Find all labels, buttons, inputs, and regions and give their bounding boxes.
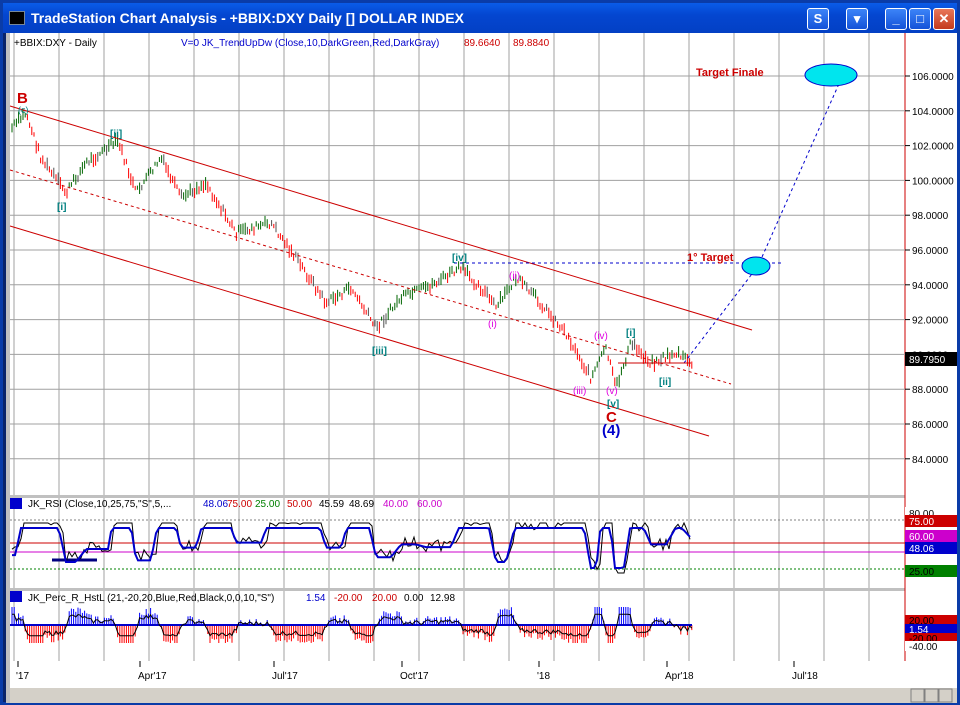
y-axis-area xyxy=(905,33,957,661)
y-tick-label: 92.0000 xyxy=(912,316,949,327)
y-tick-label: 106.0000 xyxy=(912,72,954,83)
scroll-left-button[interactable] xyxy=(910,688,925,703)
perc-val4: 0.00 xyxy=(404,593,424,604)
title-bar[interactable]: TradeStation Chart Analysis - +BBIX:DXY … xyxy=(3,3,957,33)
perc-val1: 1.54 xyxy=(306,593,326,604)
wave-c-label: C xyxy=(606,409,617,426)
rsi-val3: 25.00 xyxy=(255,499,280,510)
x-axis-label: Oct'17 xyxy=(400,671,429,682)
wave-4-label: (4) xyxy=(602,422,620,439)
x-axis-label: Apr'18 xyxy=(665,671,694,682)
perc-val5: 12.98 xyxy=(430,593,455,604)
wave-i-label: [i] xyxy=(57,202,66,213)
x-axis-label: '18 xyxy=(537,671,550,682)
wave-ii-label: [ii] xyxy=(110,129,122,140)
scroll-right-button[interactable] xyxy=(924,688,939,703)
rsi-axis-label: 60.00 xyxy=(909,532,934,543)
target-finale-label: Target Finale xyxy=(696,67,764,79)
minimize-button[interactable]: _ xyxy=(885,8,907,30)
wave-v-label: [v] xyxy=(607,399,619,410)
indicator-value-2: 89.8840 xyxy=(513,38,550,49)
x-axis-label: '17 xyxy=(16,671,29,682)
perc-val3: 20.00 xyxy=(372,593,397,604)
rsi-val8: 60.00 xyxy=(417,499,442,510)
perc-line xyxy=(12,613,693,637)
wave-ii2-label: [ii] xyxy=(659,377,671,388)
wave-i2-label: [i] xyxy=(626,328,635,339)
subwave-ii-label: (ii) xyxy=(509,271,520,282)
perc-axis-label: -20.00 xyxy=(909,634,938,645)
horizontal-scrollbar[interactable] xyxy=(10,688,957,703)
scroll-zoom-button[interactable] xyxy=(938,688,953,703)
chart-canvas[interactable]: +BBIX:DXY - Daily V=0 JK_TrendUpDw (Clos… xyxy=(6,33,957,703)
last-price: 89.7950 xyxy=(909,355,946,366)
last-price-box xyxy=(905,352,957,366)
rsi-axis-label: 25.00 xyxy=(909,567,934,578)
symbol-label: +BBIX:DXY - Daily xyxy=(14,38,97,49)
perc-label: JK_Perc_R_HstL (21,-20,20,Blue,Red,Black… xyxy=(28,593,274,604)
channel-upper-line xyxy=(9,105,753,331)
wave-iii-label: [iii] xyxy=(372,346,387,357)
y-tick-label: 94.0000 xyxy=(912,281,949,292)
y-tick-label: 84.0000 xyxy=(912,455,949,466)
target-finale-ellipse xyxy=(804,63,858,87)
maximize-button[interactable]: □ xyxy=(909,8,931,30)
rsi-val5: 45.59 xyxy=(319,499,344,510)
target1-ellipse xyxy=(741,256,771,276)
x-axis-label: Jul'17 xyxy=(272,671,298,682)
y-tick-label: 100.0000 xyxy=(912,176,954,187)
price-pane[interactable] xyxy=(10,33,905,495)
chart-client-area: +BBIX:DXY - Daily V=0 JK_TrendUpDw (Clos… xyxy=(6,33,957,703)
perc-axis-label: 1.54 xyxy=(909,625,929,636)
wave-b-label: B xyxy=(17,90,28,107)
subwave-iv-label: (iv) xyxy=(594,331,608,342)
subwave-v-label: (v) xyxy=(606,386,618,397)
close-button[interactable]: ✕ xyxy=(933,8,955,30)
rsi-val7: 40.00 xyxy=(383,499,408,510)
perc-axis-label: -40.00 xyxy=(909,642,938,653)
app-icon[interactable] xyxy=(9,11,25,25)
window-title: TradeStation Chart Analysis - +BBIX:DXY … xyxy=(31,10,464,26)
rsi-val1: 48.06 xyxy=(203,499,228,510)
target1-label: 1° Target xyxy=(687,252,734,264)
rsi-val2: 75.00 xyxy=(227,499,252,510)
s-button[interactable]: S xyxy=(807,8,829,30)
x-axis-label: Apr'17 xyxy=(138,671,167,682)
wave-iv-label: [iv] xyxy=(452,253,467,264)
dropdown-button[interactable]: ▾ xyxy=(846,8,868,30)
rsi-val6: 48.69 xyxy=(349,499,374,510)
y-tick-label: 88.0000 xyxy=(912,385,949,396)
subwave-iii-label: (iii) xyxy=(573,386,586,397)
y-tick-label: 86.0000 xyxy=(912,420,949,431)
rsi-label: JK_RSI (Close,10,25,75,"S",5,... xyxy=(28,499,171,510)
rsi-average-line xyxy=(12,527,691,569)
y-tick-label: 102.0000 xyxy=(912,142,954,153)
rsi-axis-label: 75.00 xyxy=(909,517,934,528)
rsi-val4: 50.00 xyxy=(287,499,312,510)
indicator-value-1: 89.6640 xyxy=(464,38,501,49)
subwave-i-label: (i) xyxy=(488,319,497,330)
y-tick-label: 98.0000 xyxy=(912,211,949,222)
channel-lower-line xyxy=(9,225,710,437)
indicator-label: V=0 JK_TrendUpDw (Close,10,DarkGreen,Red… xyxy=(181,38,439,49)
x-axis-label: Jul'18 xyxy=(792,671,818,682)
rsi-axis-label: 48.06 xyxy=(909,544,934,555)
channel-mid-line xyxy=(9,169,732,385)
wave-c-small-label: (c) xyxy=(18,105,29,115)
perc-axis-label: 20.00 xyxy=(909,616,934,627)
perc-val2: -20.00 xyxy=(334,593,363,604)
y-tick-label: 96.0000 xyxy=(912,246,949,257)
rsi-line xyxy=(11,521,691,574)
y-tick-label: 104.0000 xyxy=(912,107,954,118)
rsi-axis-label: 80.00 xyxy=(909,509,934,520)
